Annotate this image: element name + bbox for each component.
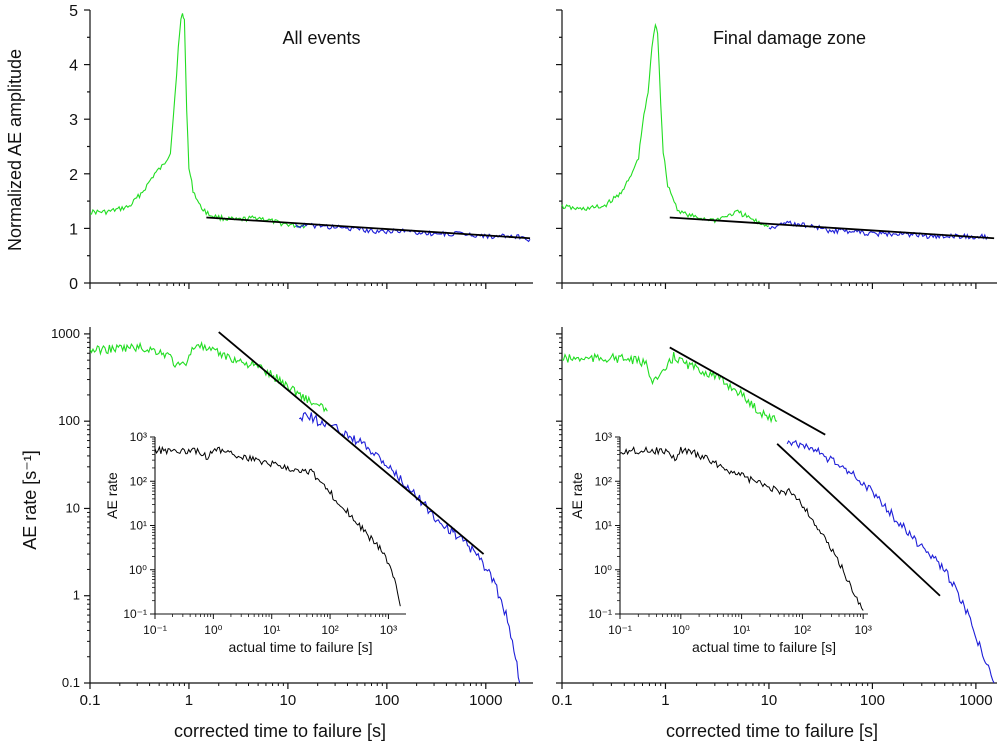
ylabel-top: Normalized AE amplitude bbox=[5, 49, 25, 251]
panel-title: Final damage zone bbox=[713, 28, 866, 48]
x-tick-label: 1000 bbox=[469, 692, 502, 709]
x-tick-label: 10 bbox=[280, 692, 297, 709]
inset-x-tick-label: 10² bbox=[794, 623, 811, 637]
inset-x-tick-label: 10⁻¹ bbox=[143, 623, 167, 637]
y-tick-label: 4 bbox=[69, 58, 78, 75]
series-green bbox=[561, 22, 770, 228]
x-tick-label: 10 bbox=[761, 692, 778, 709]
series-green bbox=[89, 13, 306, 229]
inset-x-tick-label: 10³ bbox=[380, 623, 397, 637]
inset-y-tick-label: 10³ bbox=[595, 430, 612, 444]
y-tick-label: 100 bbox=[58, 413, 80, 428]
inset-y-tick-label: 10³ bbox=[130, 430, 147, 444]
series-blue bbox=[298, 411, 521, 684]
fit-line bbox=[218, 331, 485, 555]
inset-xlabel: actual time to failure [s] bbox=[692, 639, 836, 655]
ylabel-bottom: AE rate [s⁻¹] bbox=[20, 450, 40, 550]
fit-line bbox=[776, 443, 941, 597]
y-tick-label: 10 bbox=[66, 500, 80, 515]
plot-layer: 0 1 2 3 4 5 All events Final damage zone 0.1 1 10 1… bbox=[51, 3, 997, 709]
inset-x-tick-label: 10¹ bbox=[733, 623, 750, 637]
x-tick-label: 0.1 bbox=[552, 692, 573, 709]
xlabel-left: corrected time to failure [s] bbox=[174, 721, 386, 741]
x-tick-label: 1000 bbox=[959, 692, 992, 709]
inset-ylabel: AE rate bbox=[104, 472, 120, 519]
series-blue bbox=[786, 439, 995, 684]
x-tick-label: 0.1 bbox=[80, 692, 101, 709]
panel-top-left: 0 1 2 3 4 5 All events bbox=[69, 3, 533, 293]
inset-y-tick-label: 10⁰ bbox=[129, 563, 147, 577]
inset-x-tick-label: 10² bbox=[321, 623, 338, 637]
x-tick-label: 1 bbox=[661, 692, 669, 709]
y-tick-label: 0 bbox=[69, 276, 78, 293]
y-tick-label: 2 bbox=[69, 167, 78, 184]
y-tick-label: 1 bbox=[69, 221, 78, 238]
inset-x-tick-label: 10¹ bbox=[263, 623, 280, 637]
inset-y-tick-label: 10² bbox=[130, 474, 147, 488]
panel-title: All events bbox=[282, 28, 360, 48]
xlabel-right: corrected time to failure [s] bbox=[666, 721, 878, 741]
y-tick-label: 1000 bbox=[51, 326, 80, 341]
inset-y-tick-label: 10¹ bbox=[130, 519, 147, 533]
fit-line bbox=[669, 346, 826, 436]
inset-x-tick-label: 10⁰ bbox=[204, 623, 222, 637]
inset-x-tick-label: 10⁰ bbox=[672, 623, 690, 637]
inset-bottom-right: 10⁻¹ 10⁰ 10¹ 10² 10³ 10⁻¹ 10⁰ 10¹ 10² 10³ actual t… bbox=[569, 430, 872, 655]
inset-x-tick-label: 10⁻¹ bbox=[608, 623, 632, 637]
inset-series bbox=[619, 445, 864, 611]
panel-top-right: Final damage zone bbox=[556, 9, 997, 289]
fit-line bbox=[669, 216, 995, 240]
x-tick-label: 100 bbox=[374, 692, 399, 709]
y-tick-label: 5 bbox=[69, 3, 78, 20]
fit-line bbox=[206, 216, 531, 240]
inset-x-tick-label: 10³ bbox=[855, 623, 872, 637]
y-tick-label: 3 bbox=[69, 112, 78, 129]
inset-y-tick-label: 10⁻¹ bbox=[588, 607, 612, 621]
inset-y-tick-label: 10⁻¹ bbox=[123, 607, 147, 621]
inset-ylabel: AE rate bbox=[569, 472, 585, 519]
inset-xlabel: actual time to failure [s] bbox=[229, 639, 373, 655]
series-green bbox=[89, 340, 328, 413]
y-tick-label: 1 bbox=[73, 588, 80, 603]
series-green bbox=[561, 352, 778, 424]
inset-bottom-left: 10⁻¹ 10⁰ 10¹ 10² 10³ 10⁻¹ 10⁰ 10¹ 10² 10³ actual t… bbox=[104, 430, 406, 655]
inset-y-tick-label: 10² bbox=[595, 474, 612, 488]
x-tick-label: 1 bbox=[185, 692, 193, 709]
inset-y-tick-label: 10⁰ bbox=[594, 563, 612, 577]
inset-series bbox=[154, 445, 401, 607]
inset-y-tick-label: 10¹ bbox=[595, 519, 612, 533]
y-tick-label: 0.1 bbox=[62, 675, 80, 690]
x-tick-label: 100 bbox=[860, 692, 885, 709]
